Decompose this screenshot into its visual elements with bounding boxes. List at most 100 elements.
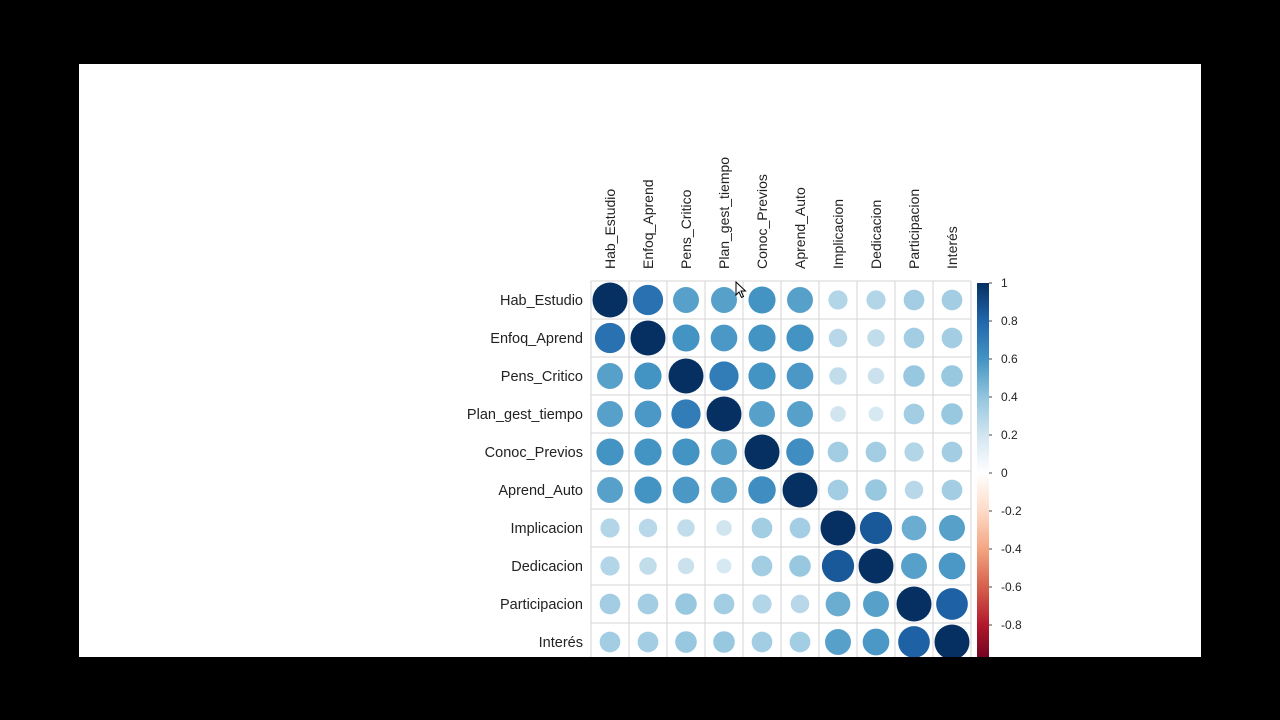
correlation-circle	[903, 403, 925, 425]
correlation-circle	[862, 628, 890, 656]
correlation-circle	[901, 553, 927, 579]
row-label: Interés	[539, 635, 583, 651]
correlation-circle	[638, 518, 658, 538]
row-label: Hab_Estudio	[500, 293, 583, 309]
legend-tick-label: 0.2	[1001, 428, 1018, 442]
correlation-circle	[789, 555, 811, 577]
correlation-circle	[672, 324, 700, 352]
correlation-circle	[827, 441, 849, 463]
correlation-circle	[716, 558, 732, 574]
column-label: Aprend_Auto	[792, 187, 808, 269]
correlation-circle	[786, 324, 814, 352]
correlation-circle	[600, 556, 620, 576]
correlation-circle	[711, 439, 737, 465]
mouse-cursor-icon	[735, 281, 747, 299]
correlation-circle	[868, 406, 884, 422]
correlation-circle	[825, 591, 851, 617]
correlation-circle	[592, 282, 628, 318]
correlation-circle	[716, 520, 732, 536]
correlation-circle	[934, 624, 970, 657]
correlation-circle	[782, 472, 818, 508]
correlation-circle	[709, 361, 739, 391]
correlation-circle	[711, 287, 737, 313]
plot-canvas: Hab_Estudio Enfoq_Aprend Pens_Critico Plan_…	[79, 64, 1201, 657]
correlation-circle	[828, 290, 848, 310]
correlation-circle	[787, 401, 813, 427]
legend-tick-label: 0.8	[1001, 314, 1018, 328]
correlation-circle	[711, 477, 737, 503]
correlation-circle	[673, 287, 699, 313]
correlation-circle	[596, 438, 624, 466]
legend-tick-label: -0.4	[1001, 542, 1022, 556]
column-label: Enfoq_Aprend	[640, 179, 656, 269]
legend-tick-label: -0.6	[1001, 580, 1022, 594]
column-label: Implicacion	[830, 199, 846, 269]
correlation-circle	[634, 476, 662, 504]
correlation-circle	[630, 320, 666, 356]
correlation-circle	[829, 367, 847, 385]
correlation-circle	[941, 441, 963, 463]
correlation-circle	[671, 399, 701, 429]
correlation-circle	[865, 479, 887, 501]
correlation-circle	[825, 629, 851, 655]
correlation-circle	[941, 327, 963, 349]
color-legend-bar	[977, 283, 989, 657]
correlation-circle	[751, 517, 773, 539]
column-label: Dedicacion	[868, 200, 884, 269]
legend-tick-label: 0.4	[1001, 390, 1018, 404]
correlation-circle	[706, 396, 742, 432]
correlation-circle	[634, 362, 662, 390]
correlation-circle	[634, 400, 662, 428]
correlation-circle	[751, 555, 773, 577]
correlation-circle	[677, 519, 695, 537]
correlation-circle	[896, 586, 932, 622]
column-label: Interés	[944, 226, 960, 269]
legend-tick-label: -0.2	[1001, 504, 1022, 518]
correlation-circle	[904, 442, 924, 462]
correlation-circle	[790, 594, 810, 614]
correlation-circle	[751, 631, 773, 653]
correlation-circle	[941, 365, 963, 387]
correlation-circle	[597, 477, 623, 503]
correlation-circle	[748, 324, 776, 352]
legend-tick-label: -0.8	[1001, 618, 1022, 632]
correlation-circle	[597, 363, 623, 389]
row-label: Conoc_Previos	[485, 445, 583, 461]
correlation-circle	[863, 591, 889, 617]
correlation-circle	[713, 593, 735, 615]
correlation-circle	[901, 515, 927, 541]
correlation-circle	[634, 438, 662, 466]
correlation-circle	[827, 479, 849, 501]
correlation-circle	[594, 322, 626, 354]
legend-tick-label: 0.6	[1001, 352, 1018, 366]
correlation-circle	[710, 324, 738, 352]
correlation-circle	[677, 557, 695, 575]
correlation-circle	[668, 358, 704, 394]
legend-tick-label: 0	[1001, 466, 1008, 480]
correlation-circle	[748, 476, 776, 504]
row-label: Enfoq_Aprend	[490, 331, 583, 347]
column-label: Pens_Critico	[678, 189, 694, 269]
correlation-circle	[867, 367, 885, 385]
row-label: Aprend_Auto	[498, 483, 583, 499]
correlation-circle	[600, 518, 620, 538]
correlation-circle	[903, 289, 925, 311]
correlation-circle	[904, 480, 924, 500]
correlation-circle	[637, 631, 659, 653]
row-label: Dedicacion	[511, 559, 583, 575]
legend-tick-label: 1	[1001, 276, 1008, 290]
correlation-circle	[744, 434, 780, 470]
correlation-circle	[789, 631, 811, 653]
correlation-circle	[865, 441, 887, 463]
correlation-circle	[713, 631, 735, 653]
row-label: Plan_gest_tiempo	[467, 407, 583, 423]
row-label: Participacion	[500, 597, 583, 613]
correlation-circle	[936, 588, 968, 620]
correlation-circle	[599, 593, 621, 615]
correlation-circle	[672, 438, 700, 466]
correlation-circle	[939, 515, 965, 541]
column-label: Participacion	[906, 189, 922, 269]
correlation-circle	[787, 287, 813, 313]
correlation-circle	[786, 438, 814, 466]
column-label: Plan_gest_tiempo	[716, 157, 732, 269]
